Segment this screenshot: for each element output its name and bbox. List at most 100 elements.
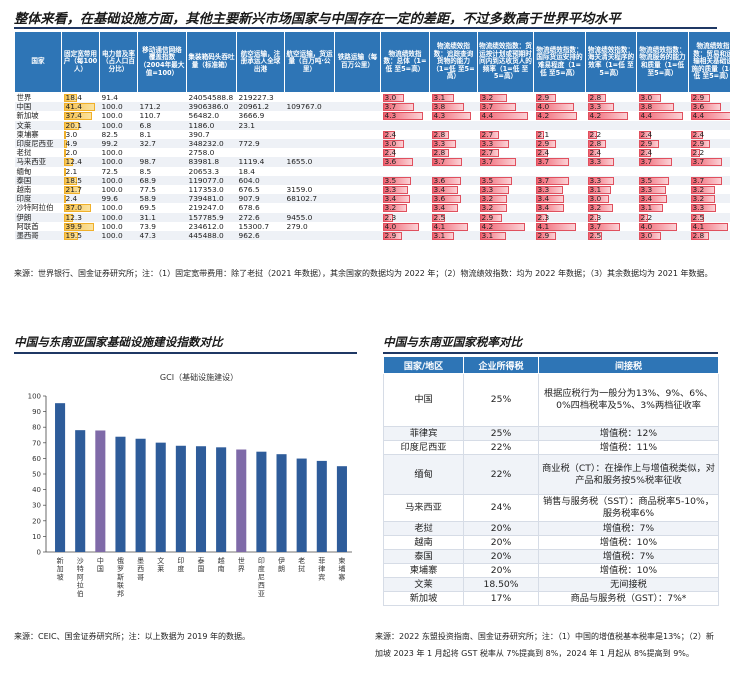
table-row: 中国 41.4 100.0 171.2 3906386.0 20961.2 109767.0…	[14, 102, 730, 112]
y-tick-label: 90	[32, 408, 41, 416]
lpi-bar	[690, 94, 710, 102]
tax-cell: 商品与服务税（GST）：7%*	[538, 591, 719, 606]
table-cell	[284, 175, 335, 186]
table-cell: 1655.0	[284, 157, 335, 167]
lpi-bar	[690, 112, 730, 121]
table-cell: 20961.2	[236, 102, 285, 112]
lpi-bar	[382, 140, 404, 149]
tax-cell: 增值税：7%	[538, 549, 719, 564]
chart-source: 来源：CEIC、国金证券研究所；注：以上数据为 2019 年的数据。	[14, 632, 251, 641]
lpi-bar	[587, 176, 615, 185]
tax-cell: 17%	[463, 591, 539, 606]
table-cell: 739481.0	[186, 194, 237, 204]
lpi-value: 3.3	[481, 139, 494, 149]
lpi-cell: 4.2	[478, 222, 534, 231]
lpi-bar	[431, 149, 450, 158]
lpi-bar	[479, 232, 506, 241]
table-row: 马来西亚 12.4 100.0 98.7 83981.8 1119.4 1655.0 3.6 3…	[14, 157, 730, 167]
lpi-value: 4.1	[537, 221, 550, 231]
x-tick-label: 中国	[97, 556, 104, 573]
lpi-value: 3.6	[384, 157, 397, 167]
table-cell	[335, 93, 381, 103]
table-cell: 世界	[16, 93, 32, 102]
lpi-cell: 2.9	[689, 93, 730, 103]
table-cell: 100.0	[101, 203, 123, 213]
lpi-bar	[690, 232, 709, 241]
tax-cell: 24%	[463, 494, 539, 522]
lpi-bar	[382, 103, 414, 112]
lpi-cell: 3.2	[477, 194, 534, 204]
lpi-bar	[638, 222, 677, 231]
tax-cell: 柬埔寨	[383, 563, 464, 578]
lpi-cell: 3.3	[534, 185, 586, 195]
table-cell: 772.9	[236, 139, 285, 149]
gci-chart-svg: GCI（基础设施建设） 0 10 20 30 40 50 60 70 80 90 100 新加坡 沙特阿拉…	[28, 372, 352, 598]
y-tick-label: 70	[32, 439, 41, 447]
broadband-bar	[63, 149, 66, 158]
table-cell	[284, 139, 335, 149]
table-cell: 3159.0	[286, 185, 313, 195]
column-header: 移动通信网络覆盖指数（2004年最大值=100）	[137, 31, 187, 93]
lpi-value: 3.6	[692, 102, 705, 112]
broadband-value: 2.0	[65, 148, 78, 158]
lpi-cell: 2.7	[478, 130, 534, 139]
table-cell: 98.7	[137, 157, 187, 167]
chart-heading-rule	[14, 352, 357, 354]
broadband-bar	[63, 222, 94, 231]
x-tick-label: 沙特阿拉伯	[77, 557, 84, 598]
broadband-value: 20.1	[65, 120, 82, 130]
lpi-cell: 3.7	[636, 157, 689, 167]
column-header: 物流绩效指数：海关清关程序的效率（1=低 至5=高）	[585, 31, 637, 93]
bar	[256, 451, 267, 552]
lpi-bar	[638, 130, 652, 139]
lpi-bar	[382, 94, 404, 102]
lpi-cell: 3.0	[381, 93, 430, 103]
table-cell: 100.0	[101, 148, 123, 158]
table-cell: 119077.0	[186, 175, 237, 186]
lpi-cell: 2.9	[477, 212, 534, 222]
lpi-bar	[587, 204, 613, 213]
table-cell: 中国	[14, 102, 62, 112]
lpi-value: 3.0	[640, 93, 653, 102]
table-cell: 4.9	[61, 139, 100, 149]
big-table-source: 来源：世界银行、国金证券研究所；注：（1）固定宽带费用：除了老挝（2021 年数…	[14, 269, 713, 278]
lpi-cell: 2.9	[533, 139, 586, 149]
lpi-bar	[690, 140, 710, 149]
table-cell	[334, 157, 381, 167]
lpi-value: 2.8	[589, 93, 602, 102]
lpi-cell: 2.4	[586, 148, 637, 158]
broadband-bar	[63, 103, 95, 112]
lpi-value: 3.7	[433, 157, 446, 167]
table-cell	[138, 148, 187, 157]
lpi-value: 3.3	[589, 102, 602, 112]
lpi-cell: 3.7	[688, 175, 730, 186]
column-header: 物流绩效指数：国际货运安排的难易程度（1=低 至5=高）	[533, 31, 586, 93]
lpi-bar	[535, 112, 578, 121]
table-row: 越南 21.7 100.0 77.5 117353.0 676.5 3159.0 3.3 3.4…	[15, 185, 730, 195]
lpi-bar	[638, 232, 661, 241]
table-cell	[334, 120, 381, 130]
lpi-value: 2.3	[537, 212, 550, 222]
lpi-cell: 3.0	[636, 231, 689, 241]
lpi-cell: 2.1	[534, 130, 586, 139]
table-cell: 8.5	[139, 166, 152, 176]
tax-cell: 根据应税行为一般分为13%、9%、6%、0%四档税率及5%、3%两档征收率	[538, 373, 719, 427]
column-header: 物流绩效指数：货运按计划或预期时间内到达收货人的频率（1=低 至5=高）	[477, 31, 534, 93]
lpi-cell: 4.0	[637, 222, 689, 231]
lpi-cell: 2.9	[380, 231, 430, 241]
lpi-value: 3.7	[692, 175, 705, 185]
table-cell: 82.5	[101, 129, 118, 139]
lpi-value: 3.3	[537, 185, 550, 195]
table-row: 老挝 2.0 100.0 2758.0 2.4 2.8 2.7 2.4 2.4 2.4 2.2	[15, 148, 730, 158]
table-cell: 墨西哥	[14, 231, 62, 241]
table-cell: 47.3	[137, 231, 187, 241]
tax-row: 柬埔寨 20% 增值税：10%	[383, 563, 719, 578]
lpi-bar	[638, 103, 674, 112]
broadband-value: 12.4	[65, 157, 82, 167]
table-cell	[335, 130, 381, 139]
lpi-cell: 3.3	[689, 203, 730, 213]
lpi-bar	[479, 94, 508, 102]
x-tick-label: 菲律宾	[318, 556, 325, 581]
lpi-cell	[477, 120, 534, 130]
table-cell	[285, 203, 335, 212]
